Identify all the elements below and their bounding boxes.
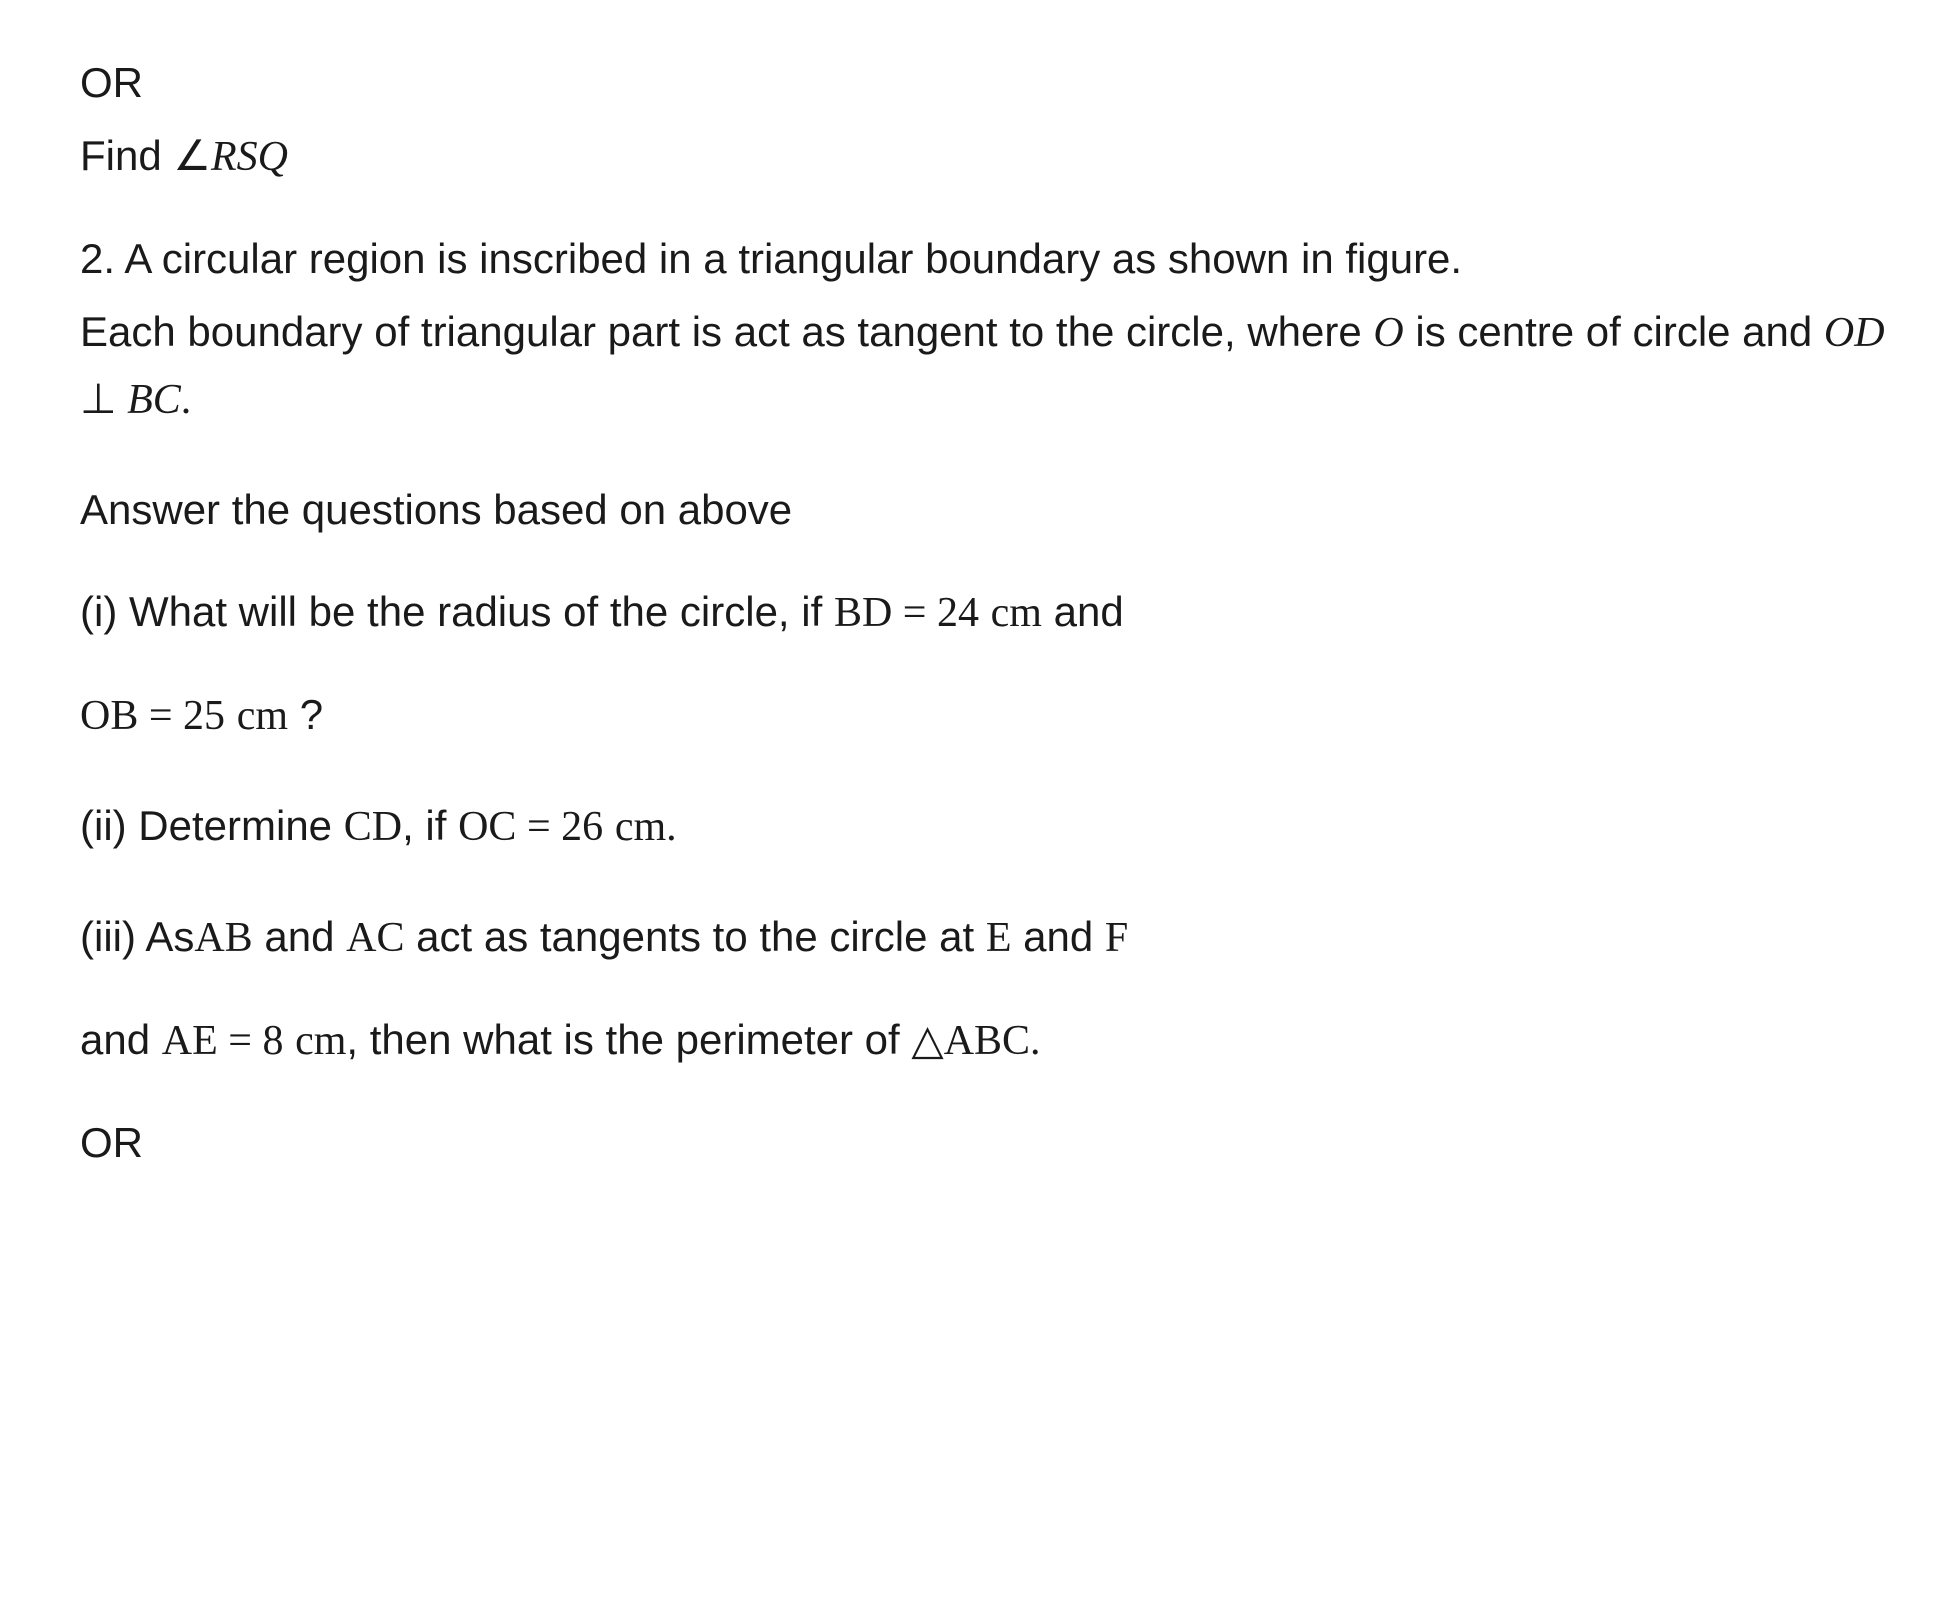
equals: = [516,804,561,850]
find-angle-line: Find ∠RSQ [80,123,1885,190]
segment-bd: BD [834,590,892,636]
segment-cd: CD [344,804,402,850]
segment-ab: AB [194,915,252,961]
part-iii-line2: and AE = 8 cm, then what is the perimete… [80,1007,1885,1074]
text-and: and [1011,913,1104,960]
space [283,1016,295,1063]
text-segment: act as tangents to the circle at [404,913,985,960]
triangle-icon: △ [911,1018,943,1064]
segment-bc: BC [127,377,181,423]
text-segment: and [80,1016,162,1063]
segment-ac: AC [346,915,404,961]
point-f: F [1105,915,1128,961]
segment-oc: OC [458,804,516,850]
part-i-line2: OB = 25 cm ? [80,682,1885,749]
unit-cm: cm [615,804,666,850]
equals: = [218,1018,263,1064]
value-26: 26 [561,804,603,850]
part-iii-line1: (iii) AsAB and AC act as tangents to the… [80,904,1885,971]
question-2-intro-a: 2. A circular region is inscribed in a t… [80,226,1885,291]
part-ii: (ii) Determine CD, if OC = 26 cm. [80,793,1885,860]
perpendicular-icon: ⊥ [80,377,127,423]
angle-rsq: RSQ [211,134,288,180]
text-segment: Each boundary of triangular part is act … [80,308,1373,355]
text-segment: is centre of circle and [1404,308,1824,355]
angle-icon: ∠ [173,134,211,180]
unit-cm: cm [295,1018,346,1064]
text-segment: , then what is the perimeter of [346,1016,911,1063]
segment-ob: OB [80,693,138,739]
space [225,691,237,738]
point-e: E [986,915,1012,961]
question-2-intro-b: Each boundary of triangular part is act … [80,299,1885,433]
value-25: 25 [183,693,225,739]
value-24: 24 [937,590,979,636]
triangle-abc: ABC [944,1018,1030,1064]
text-and: and [253,913,346,960]
or-label-1: OR [80,50,1885,115]
point-o: O [1373,310,1403,356]
equals: = [138,693,183,739]
equals: = [892,590,937,636]
text-segment: (ii) Determine [80,802,344,849]
part-i: (i) What will be the radius of the circl… [80,579,1885,646]
text-segment: (i) What will be the radius of the circl… [80,588,834,635]
question-mark: ? [288,691,323,738]
segment-od: OD [1824,310,1885,356]
period: . [666,804,677,850]
space [979,588,991,635]
unit-cm: cm [237,693,288,739]
text-and: and [1042,588,1124,635]
period: . [181,377,192,423]
find-text: Find [80,132,173,179]
text-segment: , if [402,802,458,849]
segment-ae: AE [162,1018,218,1064]
answer-prompt: Answer the questions based on above [80,477,1885,542]
period: . [1030,1018,1041,1064]
value-8: 8 [262,1018,283,1064]
unit-cm: cm [991,590,1042,636]
or-label-2: OR [80,1110,1885,1175]
space [603,802,615,849]
text-segment: (iii) As [80,913,194,960]
